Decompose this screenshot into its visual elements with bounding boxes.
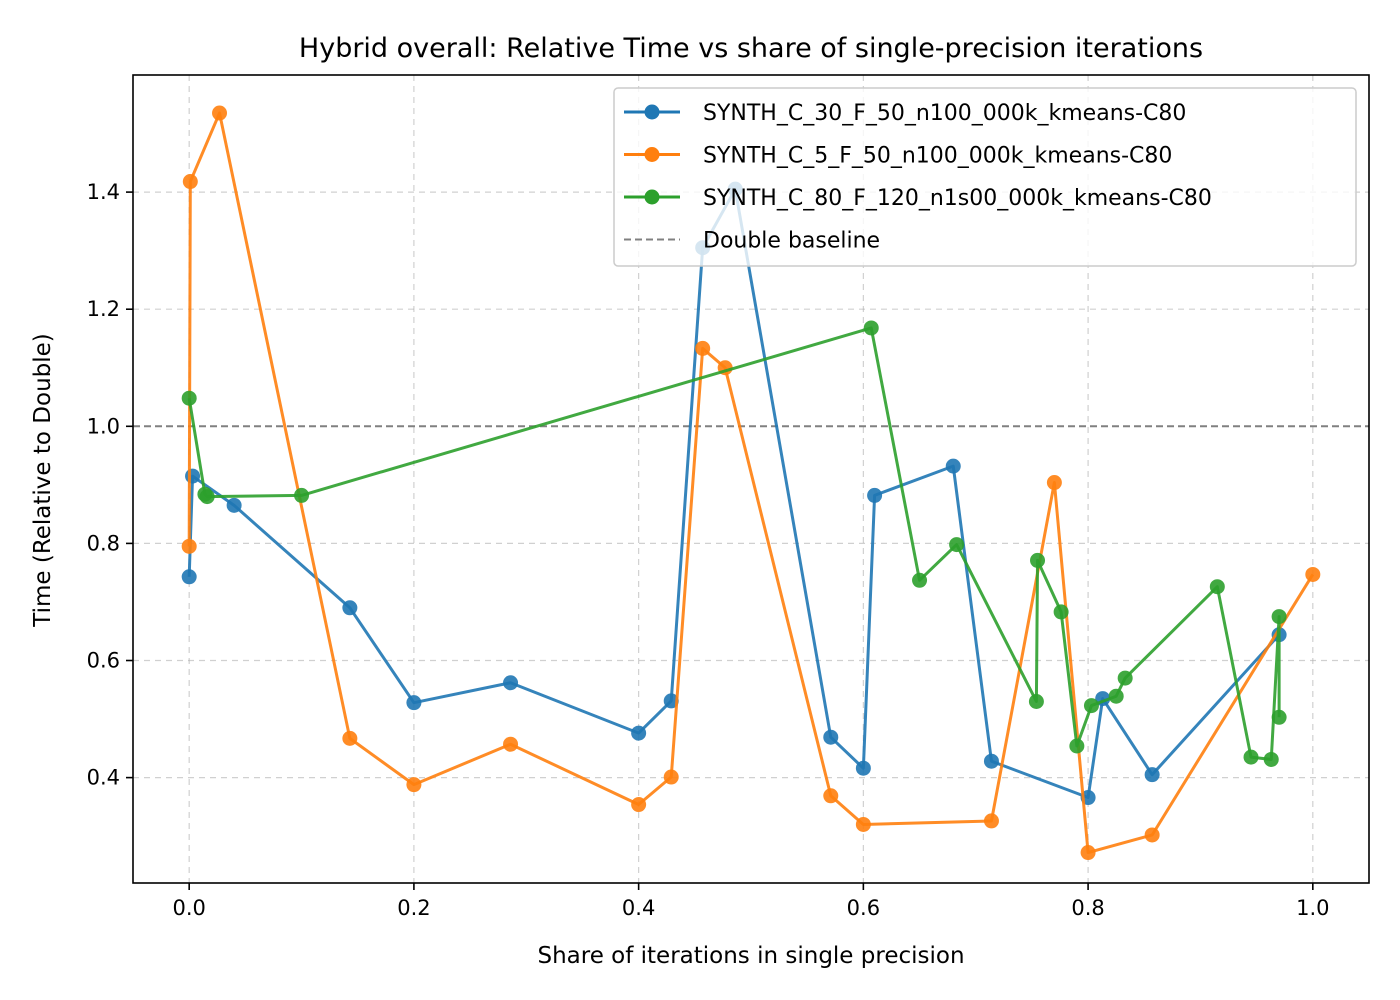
data-point bbox=[212, 105, 228, 121]
data-point bbox=[1108, 688, 1124, 704]
y-tick-label: 1.4 bbox=[87, 180, 120, 204]
series-2 bbox=[181, 105, 1321, 861]
data-point bbox=[1069, 738, 1085, 754]
data-point bbox=[342, 730, 358, 746]
data-point bbox=[1080, 845, 1096, 861]
plot-frame bbox=[132, 74, 1370, 884]
data-point bbox=[1271, 709, 1287, 725]
data-point bbox=[631, 725, 647, 741]
x-tick-label: 0.8 bbox=[1071, 896, 1104, 920]
data-point bbox=[663, 769, 679, 785]
chart-title: Hybrid overall: Relative Time vs share o… bbox=[299, 33, 1203, 64]
data-point bbox=[226, 497, 242, 513]
data-point bbox=[1046, 475, 1062, 491]
data-point bbox=[945, 458, 961, 474]
data-point bbox=[406, 695, 422, 711]
legend-label: SYNTH_C_5_F_50_n100_000k_kmeans-C80 bbox=[703, 144, 1172, 169]
data-point bbox=[1083, 698, 1099, 714]
data-point bbox=[181, 390, 197, 406]
legend: SYNTH_C_30_F_50_n100_000k_kmeans-C80 SYNT… bbox=[613, 87, 1357, 267]
data-point bbox=[1243, 749, 1259, 765]
data-point bbox=[823, 788, 839, 804]
data-point bbox=[855, 816, 871, 832]
y-tick-label: 0.8 bbox=[87, 531, 120, 555]
data-point bbox=[1028, 693, 1044, 709]
data-point bbox=[867, 487, 883, 503]
data-point bbox=[1144, 767, 1160, 783]
data-point bbox=[1209, 579, 1225, 595]
data-point bbox=[949, 537, 965, 553]
tick-layer: 0.0 0.2 0.4 0.6 0.8 1.0 0.4 0.6 0.8 1.0 1.2 1.4 bbox=[87, 180, 1330, 920]
data-point bbox=[342, 600, 358, 616]
y-axis-label: Time (Relative to Double) bbox=[30, 333, 56, 628]
x-tick-label: 0.2 bbox=[397, 896, 430, 920]
legend-label: Double baseline bbox=[703, 229, 880, 254]
x-tick-label: 1.0 bbox=[1296, 896, 1329, 920]
data-point bbox=[1030, 552, 1046, 568]
data-point bbox=[695, 340, 711, 356]
data-point bbox=[983, 753, 999, 769]
data-point bbox=[1053, 604, 1069, 620]
x-axis-label: Share of iterations in single precision bbox=[537, 943, 964, 969]
data-point bbox=[1144, 827, 1160, 843]
data-point bbox=[185, 468, 201, 484]
x-tick-label: 0.6 bbox=[847, 896, 880, 920]
legend-label: SYNTH_C_80_F_120_n1s00_000k_kmeans-C80 bbox=[703, 186, 1212, 211]
data-point bbox=[631, 797, 647, 813]
data-point bbox=[294, 487, 310, 503]
x-tick-label: 0.4 bbox=[622, 896, 655, 920]
data-point bbox=[823, 729, 839, 745]
data-point bbox=[663, 693, 679, 709]
y-tick-label: 0.4 bbox=[87, 766, 120, 790]
legend-series-swatch-marker bbox=[644, 104, 660, 120]
data-point bbox=[503, 736, 519, 752]
data-point bbox=[1305, 566, 1321, 582]
y-tick-label: 1.2 bbox=[87, 297, 120, 321]
data-point bbox=[181, 538, 197, 554]
data-point bbox=[863, 320, 879, 336]
x-tick-label: 0.0 bbox=[172, 896, 205, 920]
legend-series-swatch-marker bbox=[644, 147, 660, 162]
data-point bbox=[181, 569, 197, 585]
legend-label: SYNTH_C_30_F_50_n100_000k_kmeans-C80 bbox=[703, 101, 1186, 126]
legend-box bbox=[613, 87, 1357, 267]
data-point bbox=[855, 760, 871, 776]
data-point bbox=[1263, 751, 1279, 767]
y-tick-label: 0.6 bbox=[87, 649, 120, 673]
series-3 bbox=[181, 320, 1287, 767]
data-point bbox=[1117, 670, 1133, 686]
data-point bbox=[182, 174, 198, 190]
data-point bbox=[1271, 609, 1287, 625]
data-point bbox=[503, 675, 519, 691]
data-point bbox=[406, 777, 422, 793]
legend-series-swatch-marker bbox=[644, 189, 660, 205]
data-point bbox=[912, 572, 928, 588]
y-tick-label: 1.0 bbox=[87, 414, 120, 438]
data-point bbox=[199, 489, 215, 505]
data-point bbox=[983, 813, 999, 829]
